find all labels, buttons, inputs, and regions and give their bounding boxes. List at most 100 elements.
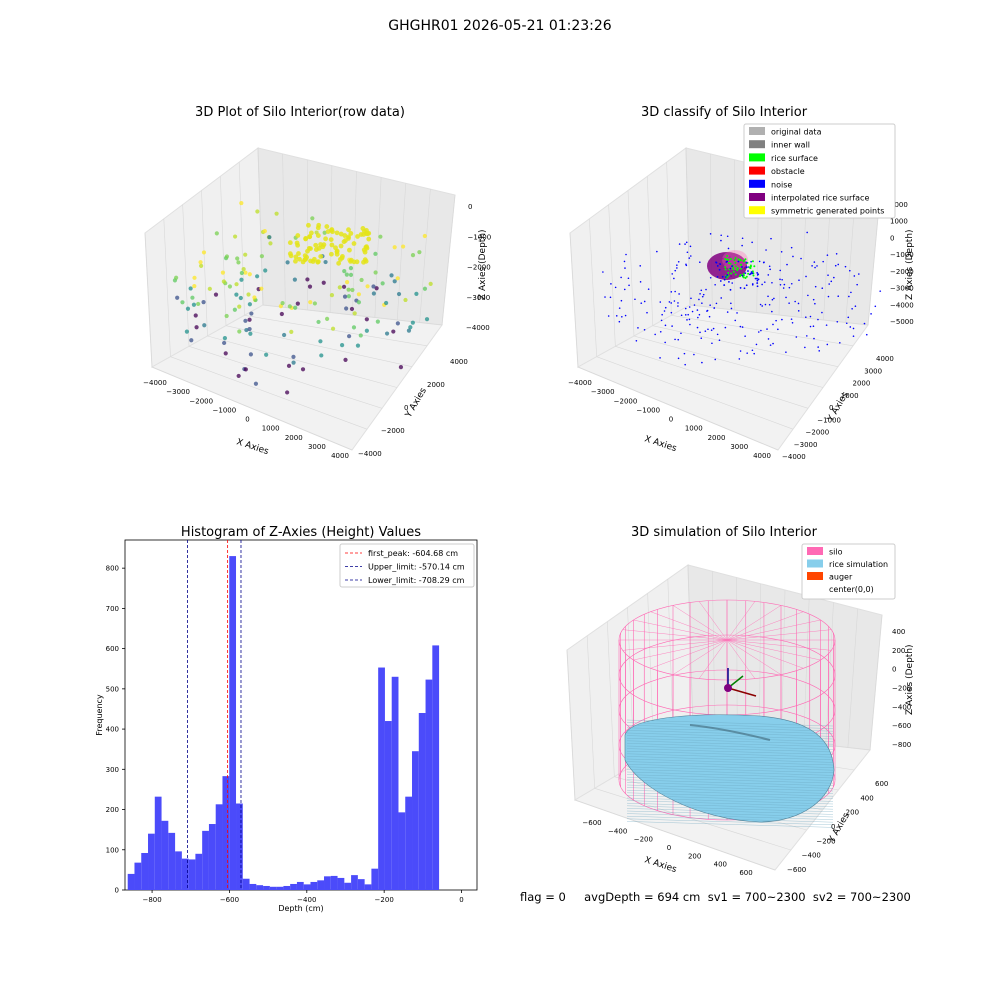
histogram-bar [364, 884, 372, 890]
noise-point [851, 308, 853, 310]
raw-data-point [324, 224, 330, 229]
classify-y-tick-label: 3000 [864, 367, 882, 375]
classify-x-ticks: −4000−3000−2000−1000 0 1000 2000 3000 4000 [568, 379, 771, 460]
classify-x-tick-label: −4000 [568, 379, 592, 387]
raw-z-tick-label: −3000 [467, 294, 491, 302]
noise-point [726, 311, 729, 313]
raw-data-point [396, 291, 402, 297]
raw-data-point [189, 338, 194, 343]
raw-data-point [253, 381, 259, 386]
rice-mesh-line [626, 748, 834, 755]
silo-spoke [726, 605, 782, 641]
histogram-x-tick-label: −200 [375, 896, 394, 904]
raw-data-point [364, 328, 369, 333]
raw-data-point [380, 281, 385, 286]
rice-mesh-line [626, 813, 834, 820]
rice-mesh-line [626, 745, 834, 753]
raw-data-point [414, 291, 419, 297]
raw-data-point [214, 231, 219, 236]
noise-point [837, 263, 840, 266]
noise-point [618, 307, 621, 309]
raw-data-point [329, 242, 335, 248]
rice-mesh-line [626, 821, 834, 828]
noise-point [751, 241, 753, 244]
rice-surface-point [730, 272, 733, 275]
raw-data-point [323, 259, 328, 265]
raw-left-grid-line [163, 218, 171, 357]
noise-point [724, 276, 727, 278]
classify-left-grid-line [589, 218, 597, 357]
histogram-bar [154, 796, 162, 890]
noise-point [769, 268, 771, 271]
noise-point [684, 243, 686, 245]
raw-data-point [337, 285, 342, 290]
simulation-x-tick-label: −600 [582, 819, 601, 827]
raw-data-point [243, 318, 248, 323]
raw-data-point [340, 253, 345, 259]
classify-y-tick-label: −2000 [806, 429, 830, 437]
classify-floor-grid-line [671, 315, 854, 347]
rice-surface-point [751, 260, 754, 263]
rice-surface-point [729, 262, 732, 265]
noise-point [680, 332, 682, 335]
noise-point [621, 316, 623, 318]
noise-point [637, 327, 639, 329]
noise-point [710, 329, 713, 331]
noise-point [844, 265, 847, 268]
noise-point [874, 305, 877, 308]
raw-y-tick-label: 0 [404, 404, 408, 412]
histogram-bar [242, 878, 250, 890]
simulation-z-tick-label: 0 [892, 666, 896, 674]
raw-data-point [192, 275, 197, 280]
raw-data-point [201, 250, 207, 255]
raw-data-point [302, 253, 308, 258]
noise-point [745, 266, 748, 269]
simulation-y-tick-label: 0 [831, 823, 835, 831]
noise-point [845, 322, 848, 325]
classify-legend-swatch [749, 140, 765, 149]
simulation-back-grid-line [759, 583, 762, 738]
raw-x-tick-label: −2000 [189, 397, 213, 405]
simulation-z-tick-label: −400 [892, 703, 911, 711]
simulation-z-tick-label: 400 [892, 628, 905, 636]
raw-data-point [305, 277, 310, 282]
raw-data-point [392, 245, 397, 250]
histogram-y-ticks: 0 100 200 300 400 500 600 700 800 [106, 565, 125, 895]
noise-point [639, 281, 642, 283]
raw-data-point [193, 313, 198, 318]
histogram-bar [384, 721, 392, 890]
noise-point [806, 231, 808, 234]
status-line: flag = 0 avgDepth = 694 cm sv1 = 700~230… [520, 890, 911, 904]
raw-data-point [194, 325, 199, 330]
simulation-back-grid-line [847, 608, 859, 748]
raw-data-point [355, 234, 360, 239]
raw-data-point [174, 275, 179, 280]
noise-point [817, 346, 819, 348]
noise-point [741, 274, 744, 277]
raw-data-point [365, 231, 371, 237]
noise-point [768, 303, 771, 306]
histogram-legend: first_peak: -604.68 cm Upper_limit: -570.… [339, 543, 475, 588]
histogram-bar [357, 879, 365, 890]
raw-data-point [274, 211, 279, 216]
histogram-y-tick-label: 0 [115, 887, 119, 895]
noise-point [699, 331, 701, 334]
simulation-y-tick-label: 200 [846, 809, 859, 817]
rice-surface [624, 714, 835, 828]
rice-surface-point [749, 267, 752, 270]
noise-point [678, 293, 680, 295]
rice-mesh-line [626, 769, 834, 776]
raw-data-point [196, 301, 201, 307]
rice-surface-point [743, 259, 746, 262]
raw-data-point [213, 292, 219, 297]
noise-point [677, 338, 680, 341]
noise-point [756, 285, 759, 288]
raw-back-grid-line [374, 177, 382, 318]
raw-data-point [255, 274, 260, 279]
classify-x-tick-label: 0 [669, 416, 673, 424]
classify-x-tick-label: 3000 [730, 443, 748, 451]
histogram-y-tick-label: 200 [106, 806, 119, 814]
raw-data-point [289, 329, 294, 334]
raw-data-point [398, 365, 404, 370]
classify-floor-grid-line [577, 366, 779, 451]
